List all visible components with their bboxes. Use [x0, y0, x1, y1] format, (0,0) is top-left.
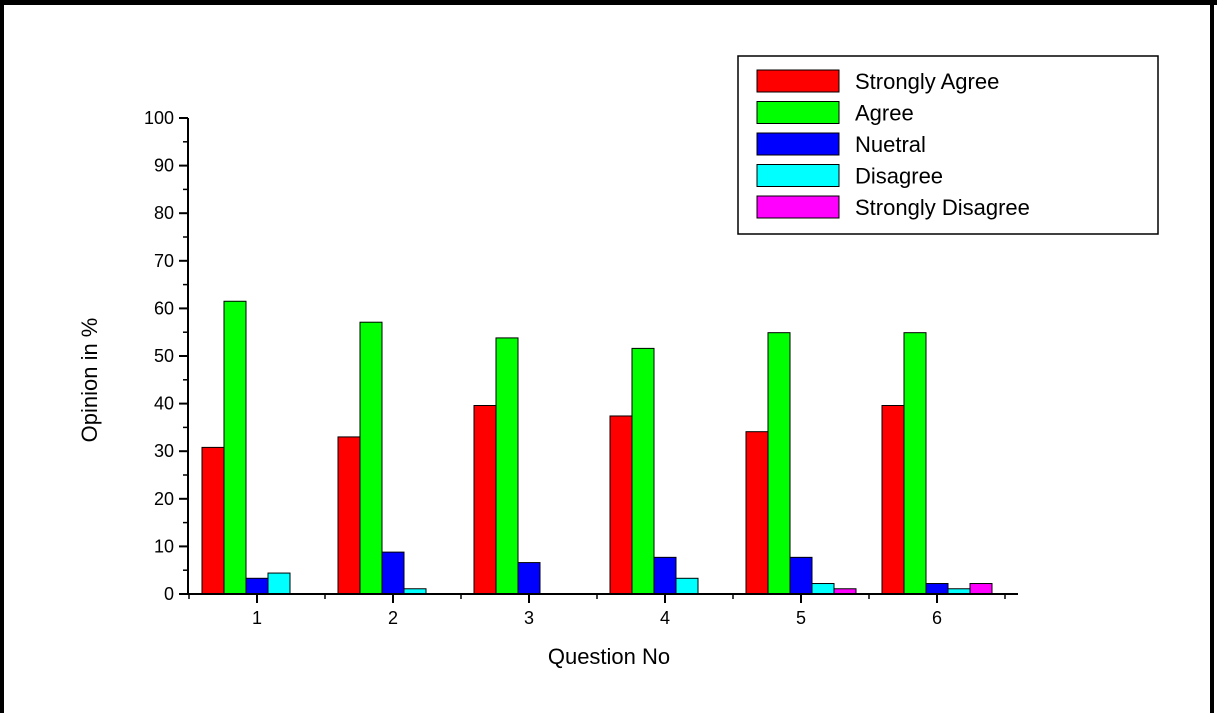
- y-axis-ticks: 0 10 20 30 40 50 60 70 80 90 100: [144, 108, 188, 604]
- bar-strongly-agree-q3: [473, 405, 497, 595]
- x-tick-label: 3: [524, 608, 534, 628]
- bar-nuetral-q3: [517, 562, 541, 595]
- frame-border-top: [0, 0, 1217, 5]
- frame-border-left: [0, 0, 4, 713]
- bar-strongly-agree-q2: [337, 436, 361, 595]
- legend-label: Nuetral: [855, 132, 926, 157]
- legend-swatch: [756, 69, 840, 93]
- legend-swatch: [756, 164, 840, 187]
- legend-label: Disagree: [855, 164, 943, 189]
- bar-agree-q4: [631, 347, 655, 595]
- legend-swatch: [756, 101, 840, 124]
- y-tick-label: 10: [154, 536, 174, 556]
- x-tick-label: 1: [252, 608, 262, 628]
- y-tick-label: 50: [154, 346, 174, 366]
- bar-disagree-q4: [675, 577, 699, 595]
- y-tick-label: 100: [144, 108, 174, 128]
- bar-series-group: [201, 300, 993, 595]
- y-tick-label: 40: [154, 394, 174, 414]
- bar-strongly-agree-q1: [201, 446, 225, 595]
- chart-legend: Strongly Agree Agree Nuetral Disagree Strong…: [737, 55, 1159, 235]
- frame-border-right: [1210, 0, 1214, 713]
- legend-label: Strongly Agree: [855, 69, 999, 94]
- bar-nuetral-q5: [789, 556, 813, 595]
- x-tick-label: 5: [796, 608, 806, 628]
- bar-agree-q3: [495, 337, 519, 595]
- bar-nuetral-q6: [925, 583, 949, 595]
- y-tick-label: 90: [154, 156, 174, 176]
- bar-disagree-q5: [811, 583, 835, 595]
- legend-label: Strongly Disagree: [855, 195, 1030, 220]
- bar-agree-q6: [903, 332, 927, 595]
- y-tick-label: 30: [154, 441, 174, 461]
- legend-label: Agree: [855, 101, 914, 126]
- legend-swatch: [756, 132, 840, 156]
- x-tick-label: 4: [660, 608, 670, 628]
- bar-disagree-q1: [267, 572, 291, 595]
- bar-nuetral-q2: [381, 551, 405, 595]
- bar-strongly-disagree-q6: [969, 583, 993, 595]
- x-axis-ticks: 1 2 3 4 5 6: [188, 594, 1006, 628]
- x-axis-title: Question No: [548, 644, 670, 669]
- y-tick-label: 60: [154, 298, 174, 318]
- bar-strongly-agree-q5: [745, 431, 769, 595]
- x-tick-label: 2: [388, 608, 398, 628]
- bar-nuetral-q4: [653, 556, 677, 595]
- bar-agree-q1: [223, 300, 247, 595]
- bar-nuetral-q1: [245, 577, 269, 595]
- bar-agree-q5: [767, 332, 791, 595]
- y-tick-label: 70: [154, 251, 174, 271]
- y-axis-title: Opinion in %: [77, 318, 102, 443]
- bar-agree-q2: [359, 321, 383, 595]
- y-tick-label: 0: [164, 584, 174, 604]
- x-tick-label: 6: [932, 608, 942, 628]
- y-tick-label: 20: [154, 489, 174, 509]
- legend-swatch: [756, 195, 840, 219]
- bar-strongly-agree-q6: [881, 405, 905, 595]
- bar-strongly-agree-q4: [609, 415, 633, 595]
- y-tick-label: 80: [154, 203, 174, 223]
